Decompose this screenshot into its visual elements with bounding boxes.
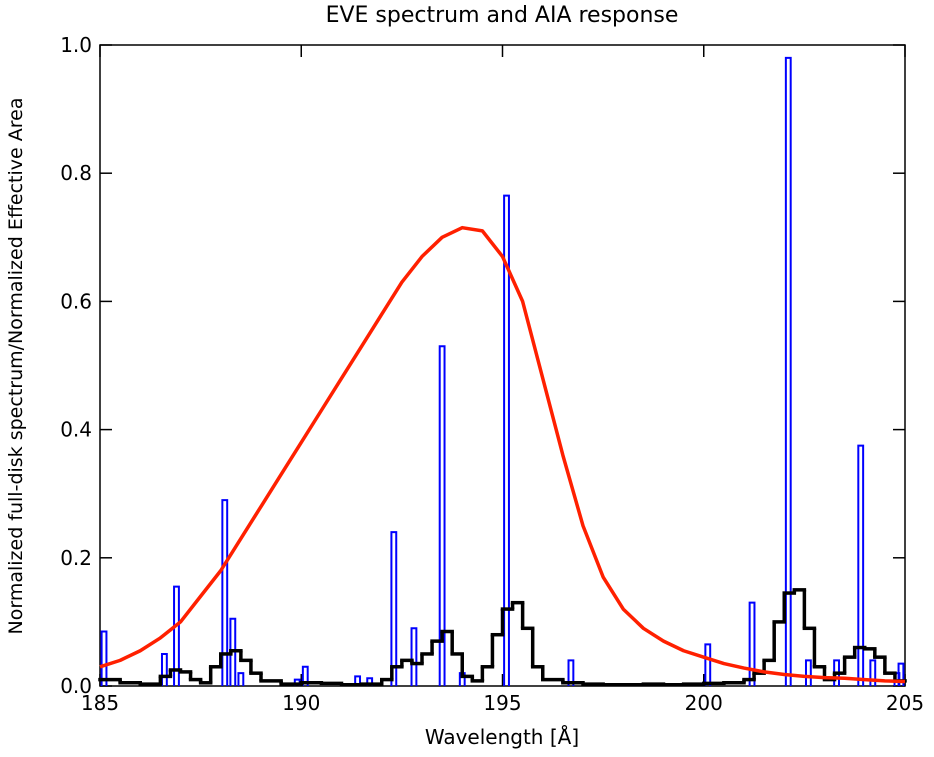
chart-title: EVE spectrum and AIA response [326,3,679,28]
x-tick-label: 195 [483,691,521,715]
x-axis-label: Wavelength [Å] [425,725,579,749]
y-tick-label: 0.4 [60,418,92,442]
spectrum-line [503,194,510,686]
spectrum-line [567,659,575,686]
y-tick-label: 0.8 [60,161,92,185]
x-tick-label: 200 [685,691,723,715]
response-curve [99,225,906,684]
spectrum-line [160,652,168,686]
y-tick-label: 0.0 [60,674,92,698]
spectrum-line [704,643,712,686]
spectrum-line [897,662,905,686]
y-tick-label: 1.0 [60,33,92,57]
spectrum-line [438,345,446,686]
spectrum-line [410,627,418,686]
spectrum-line [748,601,756,686]
spectrum-line [857,444,865,686]
spectrum-line [390,531,398,686]
spectrum-line [804,659,812,686]
spectrum-line [237,672,245,686]
y-tick-label: 0.6 [60,289,92,313]
spectrum-line [366,677,374,686]
x-tick-label: 205 [886,691,924,715]
y-axis-label: Normalized full-disk spectrum/Normalized… [5,98,27,635]
x-tick-label: 190 [282,691,320,715]
spectrum-line [221,499,229,686]
spectrum-line [173,585,180,686]
spectrum-line [869,659,877,686]
spectrum-line [100,630,108,686]
spectrum-line [301,665,309,686]
y-tick-label: 0.2 [60,546,92,570]
spectrum-line [354,675,362,686]
spectrum-line [784,56,792,686]
x-tick-label: 185 [81,691,119,715]
plot-frame [99,44,906,687]
